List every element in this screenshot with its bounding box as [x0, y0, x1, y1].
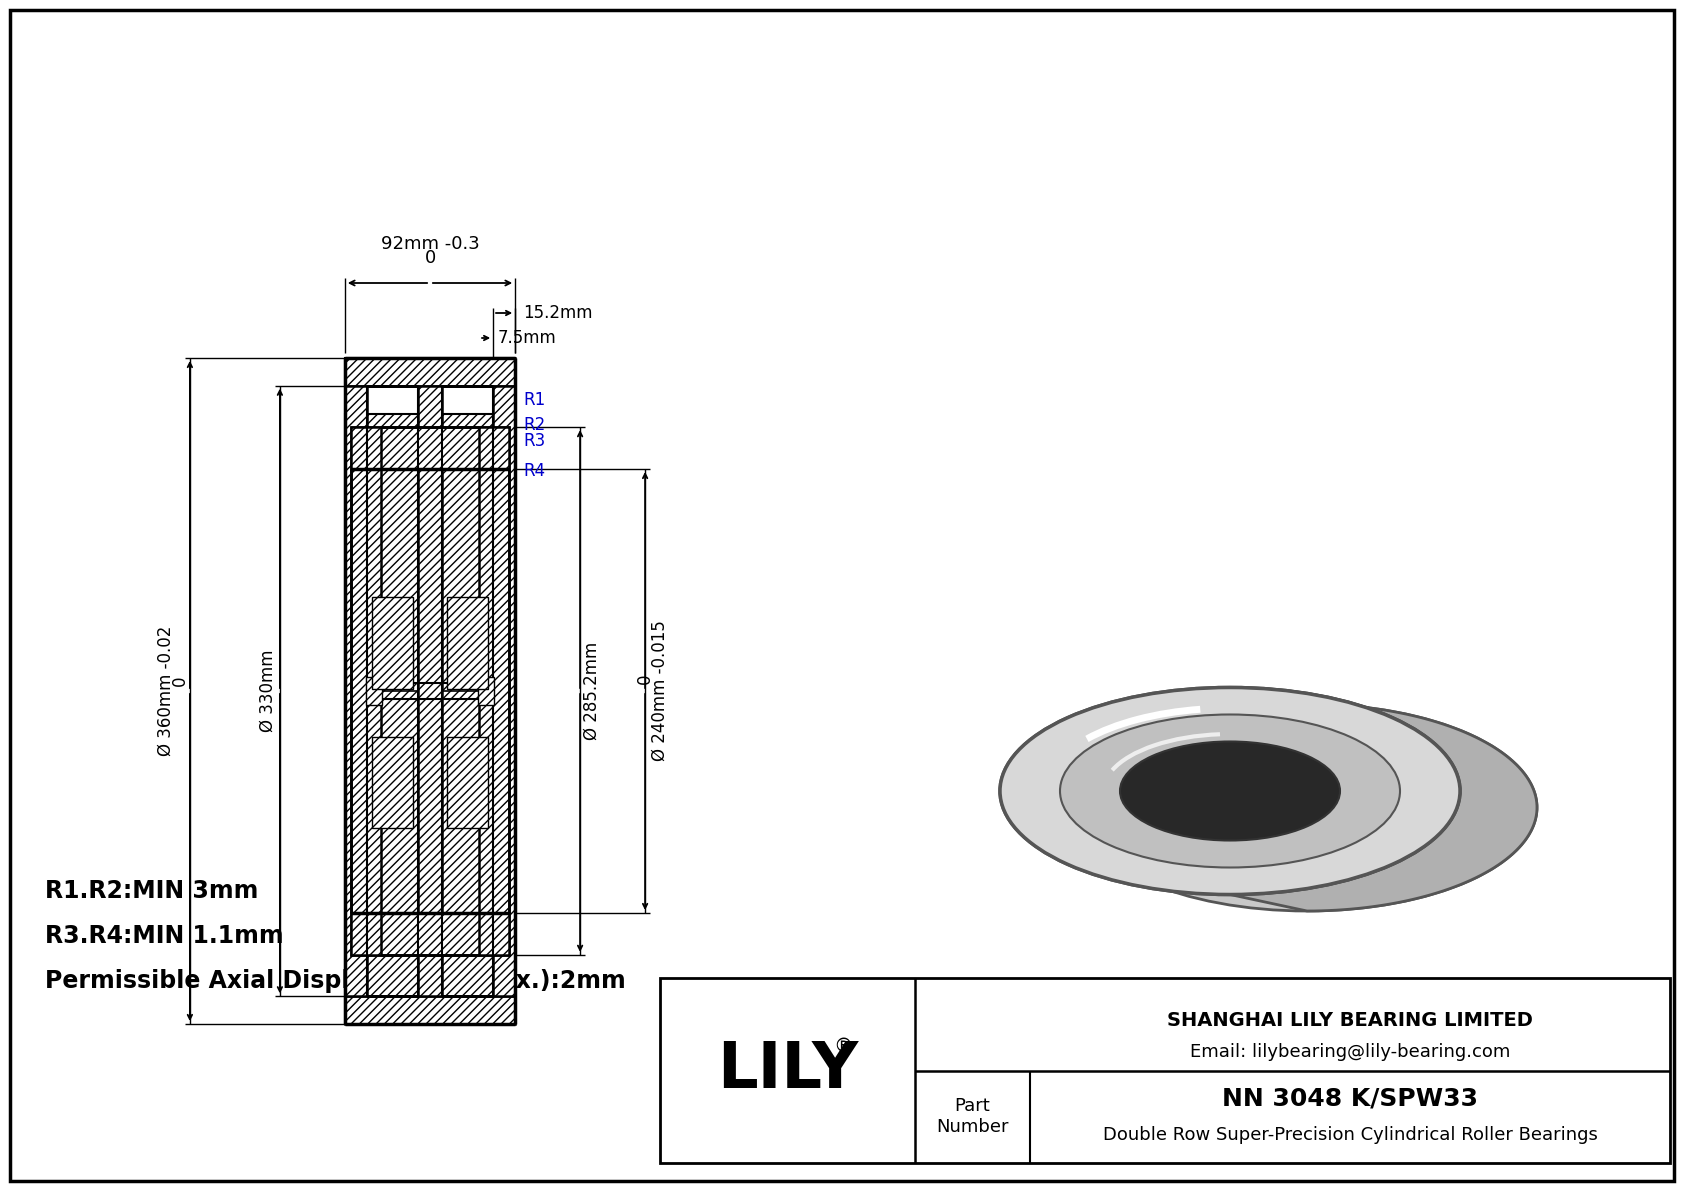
Ellipse shape: [1059, 715, 1399, 867]
Bar: [367, 386, 381, 996]
Ellipse shape: [1059, 715, 1399, 867]
Ellipse shape: [1120, 742, 1340, 841]
Text: 15.2mm: 15.2mm: [524, 304, 593, 322]
Text: ®: ®: [834, 1037, 854, 1056]
Text: 92mm -0.3: 92mm -0.3: [381, 235, 480, 252]
Text: Part
Number: Part Number: [936, 1097, 1009, 1136]
Text: Ø 330mm: Ø 330mm: [259, 650, 276, 732]
Text: Ø 240mm -0.015: Ø 240mm -0.015: [652, 621, 669, 761]
Bar: [365, 676, 382, 705]
Polygon shape: [1229, 687, 1537, 911]
Bar: [372, 598, 413, 690]
Text: R2: R2: [524, 416, 546, 434]
Bar: [660, 978, 1671, 1162]
Text: NN 3048 K/SPW33: NN 3048 K/SPW33: [1223, 1086, 1479, 1110]
Text: LILY: LILY: [717, 1040, 859, 1102]
Text: 7.5mm: 7.5mm: [498, 329, 557, 347]
Ellipse shape: [1078, 704, 1537, 911]
Text: R4: R4: [524, 462, 546, 480]
Text: R1.R2:MIN 3mm: R1.R2:MIN 3mm: [45, 879, 258, 903]
Text: Double Row Super-Precision Cylindrical Roller Bearings: Double Row Super-Precision Cylindrical R…: [1103, 1127, 1598, 1145]
Ellipse shape: [1000, 687, 1460, 894]
Bar: [448, 737, 488, 829]
Text: 0: 0: [424, 249, 436, 267]
Ellipse shape: [1197, 757, 1416, 858]
Ellipse shape: [1120, 742, 1340, 841]
Bar: [345, 358, 515, 386]
Bar: [345, 386, 367, 996]
Bar: [350, 428, 381, 955]
Bar: [493, 386, 515, 996]
Bar: [345, 413, 515, 1024]
Ellipse shape: [1120, 742, 1340, 841]
Bar: [350, 428, 509, 469]
Bar: [350, 913, 509, 955]
Text: 0: 0: [637, 674, 653, 685]
Bar: [418, 386, 441, 996]
Bar: [480, 428, 509, 955]
Bar: [448, 598, 488, 690]
Text: SHANGHAI LILY BEARING LIMITED: SHANGHAI LILY BEARING LIMITED: [1167, 1011, 1532, 1030]
Bar: [345, 996, 515, 1024]
Text: 0: 0: [170, 675, 189, 686]
Bar: [478, 676, 493, 705]
Text: Email: lilybearing@lily-bearing.com: Email: lilybearing@lily-bearing.com: [1191, 1043, 1511, 1061]
Text: Ø 285.2mm: Ø 285.2mm: [583, 642, 601, 740]
Bar: [480, 386, 493, 996]
Text: Ø 360mm -0.02: Ø 360mm -0.02: [157, 625, 175, 756]
Bar: [345, 358, 515, 386]
Text: R1: R1: [524, 391, 546, 409]
Bar: [372, 737, 413, 829]
Text: R3.R4:MIN 1.1mm: R3.R4:MIN 1.1mm: [45, 924, 283, 948]
Text: R3: R3: [524, 432, 546, 450]
Polygon shape: [1229, 742, 1416, 858]
Ellipse shape: [1000, 687, 1460, 894]
Text: Permissible Axial Displacement(max.):2mm: Permissible Axial Displacement(max.):2mm: [45, 969, 626, 993]
